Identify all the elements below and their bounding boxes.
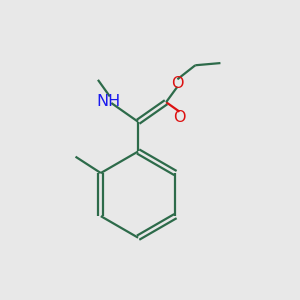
Text: O: O: [173, 110, 186, 125]
Text: NH: NH: [97, 94, 121, 109]
Text: O: O: [171, 76, 184, 91]
